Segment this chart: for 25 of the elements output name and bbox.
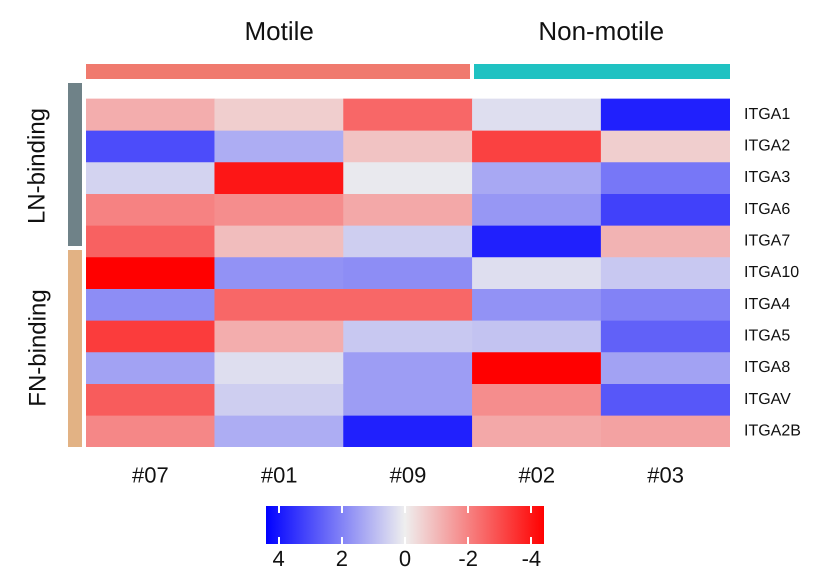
color-bar-label: -2 xyxy=(457,546,479,572)
x-tick-label: #01 xyxy=(260,462,298,488)
y-tick-label: ITGA5 xyxy=(744,328,790,345)
y-tick-label: ITGA6 xyxy=(744,200,790,218)
text: Motile xyxy=(244,16,315,47)
x-tick-label: #03 xyxy=(647,462,684,488)
y-tick-label: ITGA2 xyxy=(744,138,790,155)
y-tick-label: ITGA10 xyxy=(744,264,800,282)
y-tick-label: ITGAV xyxy=(744,390,792,408)
color-bar-label: 4 xyxy=(272,546,286,572)
text: FN-binding xyxy=(24,288,52,408)
y-tick-label: ITGA4 xyxy=(744,296,790,313)
color-bar-label: 2 xyxy=(334,546,349,572)
y-tick-label: ITGA1 xyxy=(744,106,790,123)
text: LN-binding xyxy=(24,106,52,226)
y-tick-label: ITGA2B xyxy=(744,422,801,440)
color-bar-label: 0 xyxy=(398,546,412,572)
x-tick-label: #09 xyxy=(390,462,426,488)
color-bar-label: -4 xyxy=(520,546,542,572)
y-tick-label: ITGA8 xyxy=(744,359,790,376)
y-tick-label: ITGA7 xyxy=(744,232,790,250)
x-tick-label: #02 xyxy=(518,462,556,488)
text: Non-motile xyxy=(537,16,666,47)
x-tick-label: #07 xyxy=(132,462,169,488)
y-tick-label: ITGA3 xyxy=(744,169,790,186)
